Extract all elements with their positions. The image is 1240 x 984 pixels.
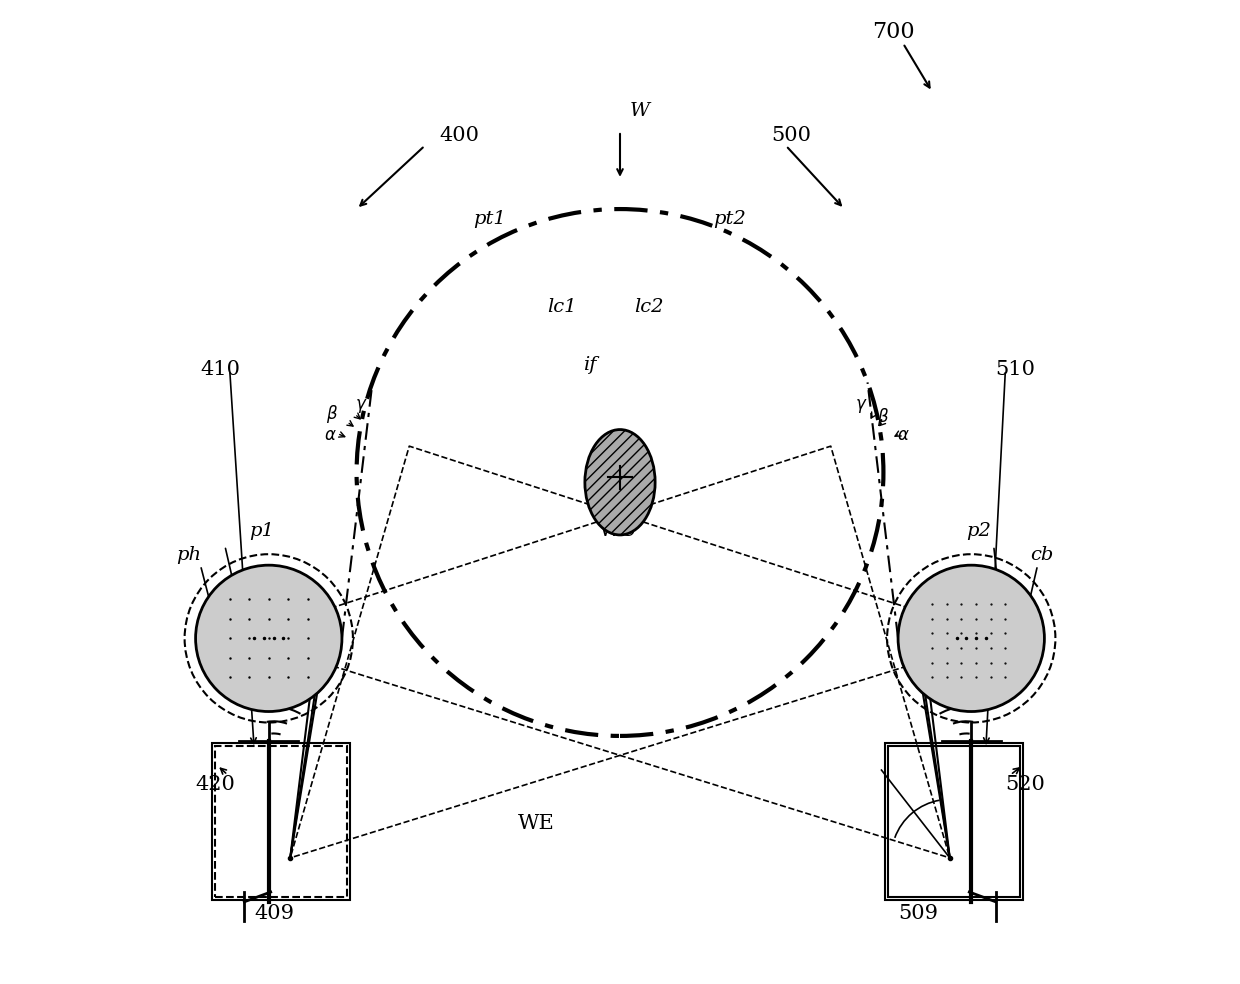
Text: 400: 400 [439, 126, 480, 145]
Text: p1: p1 [249, 522, 274, 540]
Text: 509: 509 [898, 904, 939, 923]
Text: $\alpha$: $\alpha$ [897, 426, 909, 445]
Text: 520: 520 [1006, 774, 1045, 793]
Text: 420: 420 [196, 774, 236, 793]
Ellipse shape [585, 430, 655, 535]
Text: lc2: lc2 [635, 297, 665, 316]
Text: W: W [630, 102, 650, 120]
Circle shape [898, 565, 1044, 711]
Text: 500: 500 [771, 126, 811, 145]
Text: pt1: pt1 [474, 210, 506, 227]
Text: 700: 700 [872, 22, 914, 43]
Text: $\alpha$: $\alpha$ [324, 426, 336, 445]
Text: lc1: lc1 [547, 297, 577, 316]
Text: 409: 409 [254, 904, 294, 923]
Text: WE: WE [517, 814, 554, 832]
Text: ph: ph [176, 546, 201, 564]
Circle shape [196, 565, 342, 711]
Text: WC: WC [599, 521, 636, 540]
Text: $\gamma$: $\gamma$ [355, 398, 368, 415]
Text: pt2: pt2 [713, 210, 745, 227]
Text: if: if [583, 356, 596, 374]
Text: 410: 410 [201, 360, 241, 379]
Text: $\beta$: $\beta$ [326, 402, 339, 425]
Text: $\beta$: $\beta$ [878, 405, 889, 428]
Text: $\gamma$: $\gamma$ [854, 398, 867, 415]
Text: p2: p2 [966, 522, 991, 540]
Text: cb: cb [1029, 546, 1053, 564]
Text: 510: 510 [996, 360, 1035, 379]
